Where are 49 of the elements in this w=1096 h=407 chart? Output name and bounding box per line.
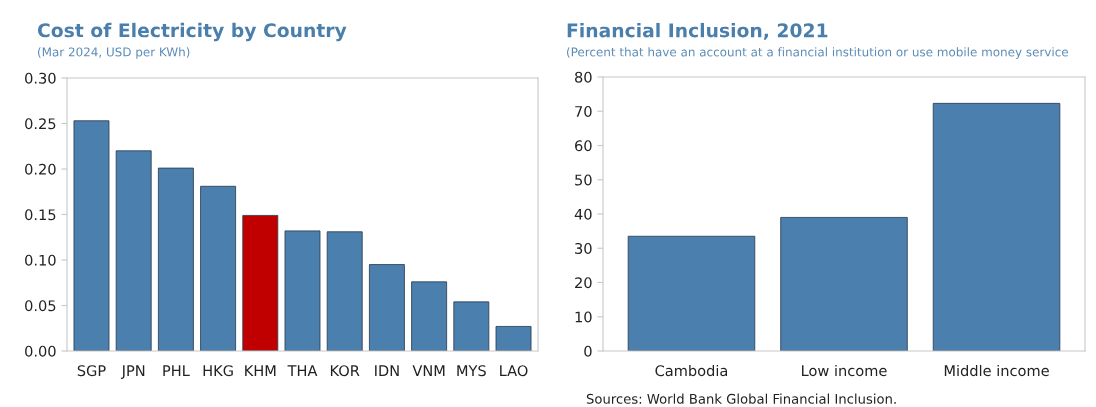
y-tick-label: 0.30 [25, 72, 56, 84]
bar [326, 231, 363, 351]
chart-subtitle: (Mar 2024, USD per KWh) [38, 47, 190, 59]
source-note: Sources: World Bank Global Financial Inclusion. [586, 393, 896, 404]
bar [157, 167, 194, 351]
bar [495, 326, 532, 351]
bar [115, 150, 152, 351]
y-tick-label: 20 [575, 277, 592, 289]
bar [73, 120, 110, 351]
chart-title: Cost of Electricity by Country [37, 22, 347, 42]
bar [780, 217, 908, 351]
y-tick-label: 0.15 [25, 209, 56, 221]
bar [453, 301, 490, 351]
x-tick-label: PHL [163, 365, 190, 376]
y-tick-label: 40 [574, 208, 592, 220]
x-tick-label: LAO [500, 365, 528, 377]
x-tick-label: MYS [457, 365, 486, 377]
x-tick-label: Low income [802, 364, 887, 377]
bar [627, 235, 756, 351]
bar [242, 214, 279, 351]
y-tick-label: 0.10 [25, 254, 56, 266]
bar [200, 185, 237, 351]
y-tick-label: 10 [575, 311, 592, 323]
x-tick-label: SGP [77, 365, 106, 377]
y-tick-label: 0.05 [25, 300, 56, 312]
x-tick-label: VNM [412, 365, 445, 376]
x-tick-label: Cambodia [655, 364, 728, 377]
x-tick-label: JPN [120, 365, 145, 379]
y-tick-label: 0 [584, 345, 592, 357]
y-tick-label: 0.20 [25, 163, 56, 175]
x-tick-label: IDN [375, 365, 399, 376]
bar [411, 281, 448, 351]
x-tick-label: HKG [203, 365, 233, 377]
y-tick-label: 50 [575, 174, 592, 186]
chart-subtitle: (Percent that have an account at a financial institution or use mobile money service [567, 47, 1069, 59]
y-tick-label: 80 [575, 71, 592, 83]
bar [932, 102, 1061, 351]
y-tick-label: 0.25 [25, 118, 56, 130]
x-tick-label: THA [287, 365, 318, 376]
y-tick-label: 70 [575, 105, 592, 117]
x-tick-label: KHM [245, 365, 276, 376]
chart-title: Financial Inclusion, 2021 [567, 22, 828, 40]
y-tick-label: 0.00 [25, 345, 56, 357]
y-tick-label: 60 [575, 140, 592, 152]
x-tick-label: Middle income [944, 364, 1049, 377]
bar [368, 264, 405, 351]
x-tick-label: KOR [330, 365, 360, 377]
y-tick-label: 30 [575, 242, 592, 254]
bar [284, 230, 321, 351]
